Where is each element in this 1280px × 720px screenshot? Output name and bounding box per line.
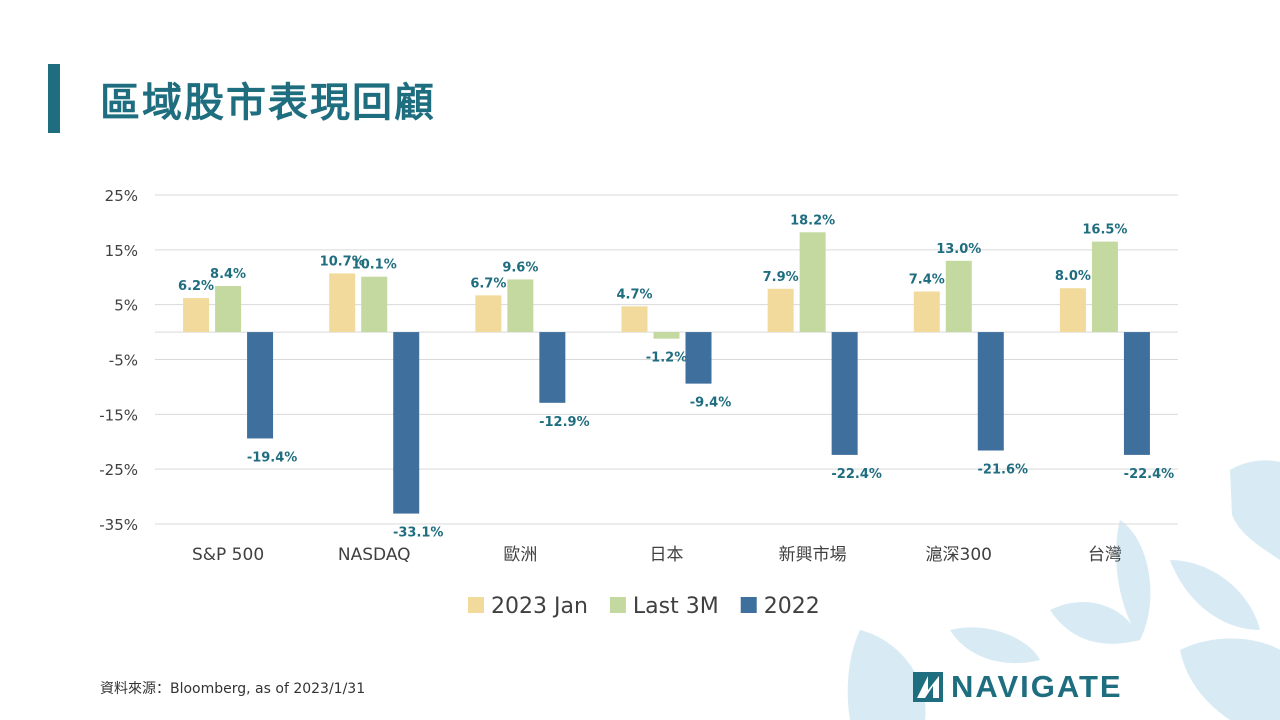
- bar: [393, 332, 420, 514]
- bar: [685, 332, 712, 384]
- data-label: 7.9%: [763, 270, 799, 285]
- x-tick-label: S&P 500: [192, 545, 264, 565]
- bar: [183, 298, 210, 333]
- x-tick-label: 台灣: [1088, 545, 1122, 565]
- bar: [913, 291, 940, 333]
- bar: [767, 288, 794, 333]
- x-tick-label: 滬深300: [926, 545, 992, 565]
- legend-swatch: [468, 597, 484, 613]
- bar: [1123, 332, 1150, 455]
- bar: [1091, 241, 1118, 333]
- y-tick-label: 15%: [105, 242, 138, 260]
- data-label: -22.4%: [831, 467, 882, 482]
- x-tick-label: NASDAQ: [338, 545, 411, 565]
- data-label: -12.9%: [539, 415, 590, 430]
- bar: [799, 232, 826, 333]
- bar: [507, 279, 534, 333]
- bar: [653, 332, 680, 339]
- bar: [215, 286, 242, 333]
- y-tick-label: 25%: [105, 187, 138, 205]
- data-label: -33.1%: [393, 526, 444, 541]
- data-label: 8.4%: [210, 267, 246, 282]
- data-label: 10.7%: [320, 254, 365, 269]
- data-label: 9.6%: [502, 260, 538, 275]
- bar: [945, 260, 972, 333]
- data-label: -1.2%: [646, 351, 687, 366]
- bar: [1059, 288, 1086, 333]
- data-label: 4.7%: [616, 287, 652, 302]
- data-label: 7.4%: [909, 273, 945, 288]
- data-label: 6.7%: [470, 276, 506, 291]
- data-label: -22.4%: [1124, 467, 1175, 482]
- x-tick-label: 日本: [650, 545, 684, 565]
- data-label: -9.4%: [690, 396, 731, 411]
- y-tick-label: 5%: [114, 297, 138, 315]
- source-note: 資料來源：Bloomberg, as of 2023/1/31: [100, 681, 366, 697]
- data-label: 10.1%: [352, 258, 397, 273]
- bar: [539, 332, 566, 403]
- bar: [361, 276, 388, 333]
- bar: [977, 332, 1004, 451]
- legend-swatch: [609, 597, 626, 613]
- data-label: -19.4%: [247, 450, 298, 465]
- legend-label: Last 3M: [633, 594, 719, 619]
- data-label: 13.0%: [936, 242, 981, 257]
- bar: [329, 273, 356, 333]
- logo-text: NAVIGATE: [951, 669, 1123, 704]
- x-tick-label: 歐洲: [503, 545, 537, 565]
- data-label: 8.0%: [1055, 269, 1091, 284]
- page-title: 區域股市表現回顧: [100, 80, 436, 126]
- data-label: -21.6%: [978, 463, 1029, 478]
- bar: [247, 332, 274, 439]
- bar: [831, 332, 858, 455]
- x-tick-label: 新興市場: [779, 545, 847, 565]
- data-label: 18.2%: [790, 213, 835, 228]
- legend-label: 2022: [764, 594, 820, 619]
- title-accent-bar: [48, 64, 60, 133]
- y-tick-label: -35%: [99, 516, 138, 534]
- legend-swatch: [740, 597, 757, 613]
- bar: [475, 295, 502, 333]
- y-tick-label: -5%: [109, 352, 138, 370]
- y-tick-label: -15%: [99, 406, 138, 424]
- data-label: 6.2%: [178, 279, 214, 294]
- bar: [621, 306, 648, 333]
- y-tick-label: -25%: [99, 461, 138, 479]
- data-label: 16.5%: [1082, 223, 1127, 238]
- navigate-logo-icon: [913, 672, 943, 702]
- navigate-logo: NAVIGATE: [913, 669, 1123, 704]
- legend-label: 2023 Jan: [491, 594, 588, 619]
